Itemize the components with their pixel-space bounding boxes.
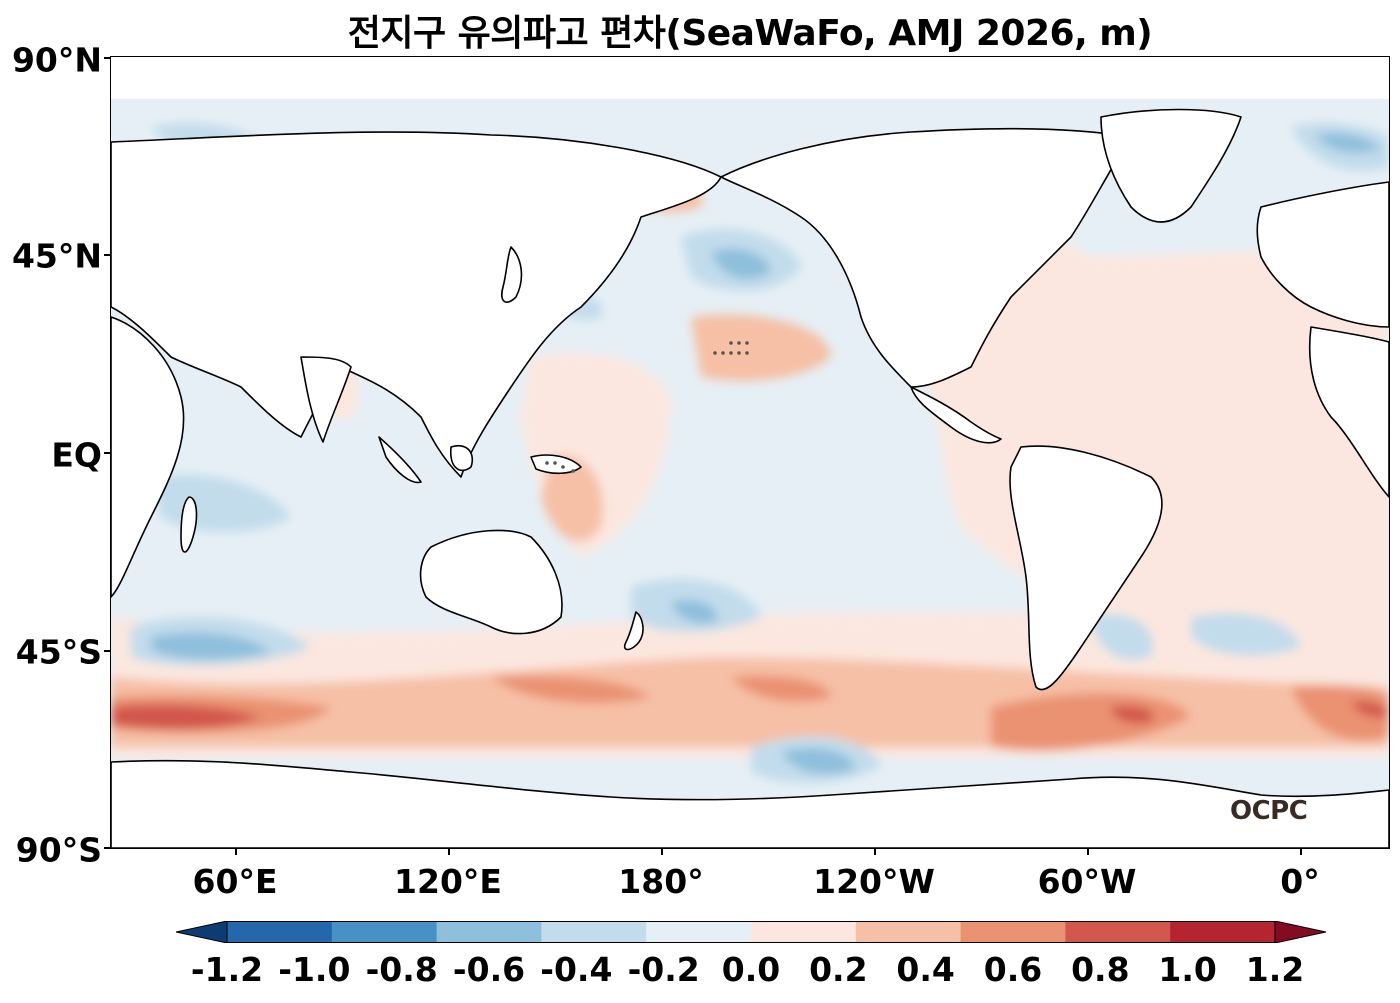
- colorbar-label: 0.8: [1071, 950, 1130, 989]
- colorbar-label: 0.4: [896, 950, 955, 989]
- land-greenland: [1100, 108, 1242, 223]
- xtick-mark: [235, 848, 237, 855]
- xtick-label: 180°: [618, 862, 704, 901]
- colorbar-label: -0.4: [540, 950, 613, 989]
- land-new-zealand: [623, 611, 644, 651]
- colorbar-segment: [227, 921, 333, 943]
- ytick-label: EQ: [51, 435, 102, 475]
- land-europe: [1256, 181, 1389, 328]
- xtick-label: 120°W: [813, 862, 935, 901]
- xtick-label: 0°: [1280, 862, 1320, 901]
- colorbar-label: -0.6: [452, 950, 526, 989]
- ytick-label: 90°N: [11, 40, 102, 80]
- significance-dots: [545, 341, 749, 473]
- ytick-mark: [104, 57, 111, 59]
- colorbar: [176, 921, 1326, 943]
- map-title: 전지구 유의파고 편차(SeaWaFo, AMJ 2026, m): [347, 13, 1153, 54]
- colorbar-label: 1.0: [1158, 950, 1217, 989]
- colorbar-segment: [646, 921, 752, 943]
- ytick-mark: [104, 452, 111, 454]
- land-india: [300, 356, 352, 443]
- colorbar-segment: [1170, 921, 1276, 943]
- land-masses: [111, 108, 1389, 848]
- land-eurasia: [111, 131, 722, 478]
- colorbar-segment: [1065, 921, 1171, 943]
- ytick-label: 45°N: [11, 236, 102, 276]
- colorbar-label: -0.8: [365, 950, 438, 989]
- xtick-label: 60°W: [1037, 862, 1137, 901]
- land-africa: [111, 316, 185, 598]
- colorbar-label: -1.2: [190, 950, 264, 989]
- xtick-mark: [1300, 848, 1302, 855]
- land-madagascar: [180, 496, 198, 553]
- xtick-mark: [661, 848, 663, 855]
- colorbar-segment: [436, 921, 542, 943]
- land-japan: [501, 246, 523, 303]
- ytick-mark: [104, 847, 111, 849]
- colorbar-label: 0.0: [721, 950, 781, 989]
- land-west-africa: [1308, 326, 1389, 498]
- land-australia: [419, 529, 563, 635]
- colorbar-label: 0.2: [809, 950, 868, 989]
- land-sumatra: [378, 436, 422, 484]
- colorbar-segment: [960, 921, 1066, 943]
- ytick-mark: [104, 254, 111, 256]
- ytick-mark: [104, 650, 111, 652]
- colorbar-segment: [855, 921, 962, 943]
- map-area: [111, 57, 1389, 848]
- colorbar-segment: [541, 921, 647, 943]
- xtick-mark: [874, 848, 876, 855]
- xtick-label: 120°E: [394, 862, 502, 901]
- xtick-mark: [448, 848, 450, 855]
- colorbar-label: 1.2: [1245, 950, 1305, 989]
- ytick-label: 45°S: [15, 632, 102, 672]
- land-central-america: [910, 386, 1002, 444]
- colorbar-segment: [751, 921, 857, 943]
- colorbar-label: -0.2: [627, 950, 700, 989]
- colorbar-extend-low: [176, 921, 228, 943]
- colorbar-label: 0.6: [983, 950, 1043, 989]
- ocpc-logo: OCPC: [1230, 796, 1308, 826]
- land-south-america: [1009, 445, 1163, 691]
- colorbar-label: -1.0: [278, 950, 351, 989]
- colorbar-segment: [331, 921, 438, 943]
- ytick-label: 90°S: [15, 830, 102, 870]
- land-antarctica: [111, 759, 1389, 848]
- land-borneo: [450, 445, 473, 472]
- xtick-label: 60°E: [192, 862, 278, 901]
- xtick-mark: [1087, 848, 1089, 855]
- land-north-america: [720, 127, 1132, 388]
- colorbar-extend-high: [1274, 921, 1326, 943]
- wave-height-anomaly-map: [111, 99, 1389, 848]
